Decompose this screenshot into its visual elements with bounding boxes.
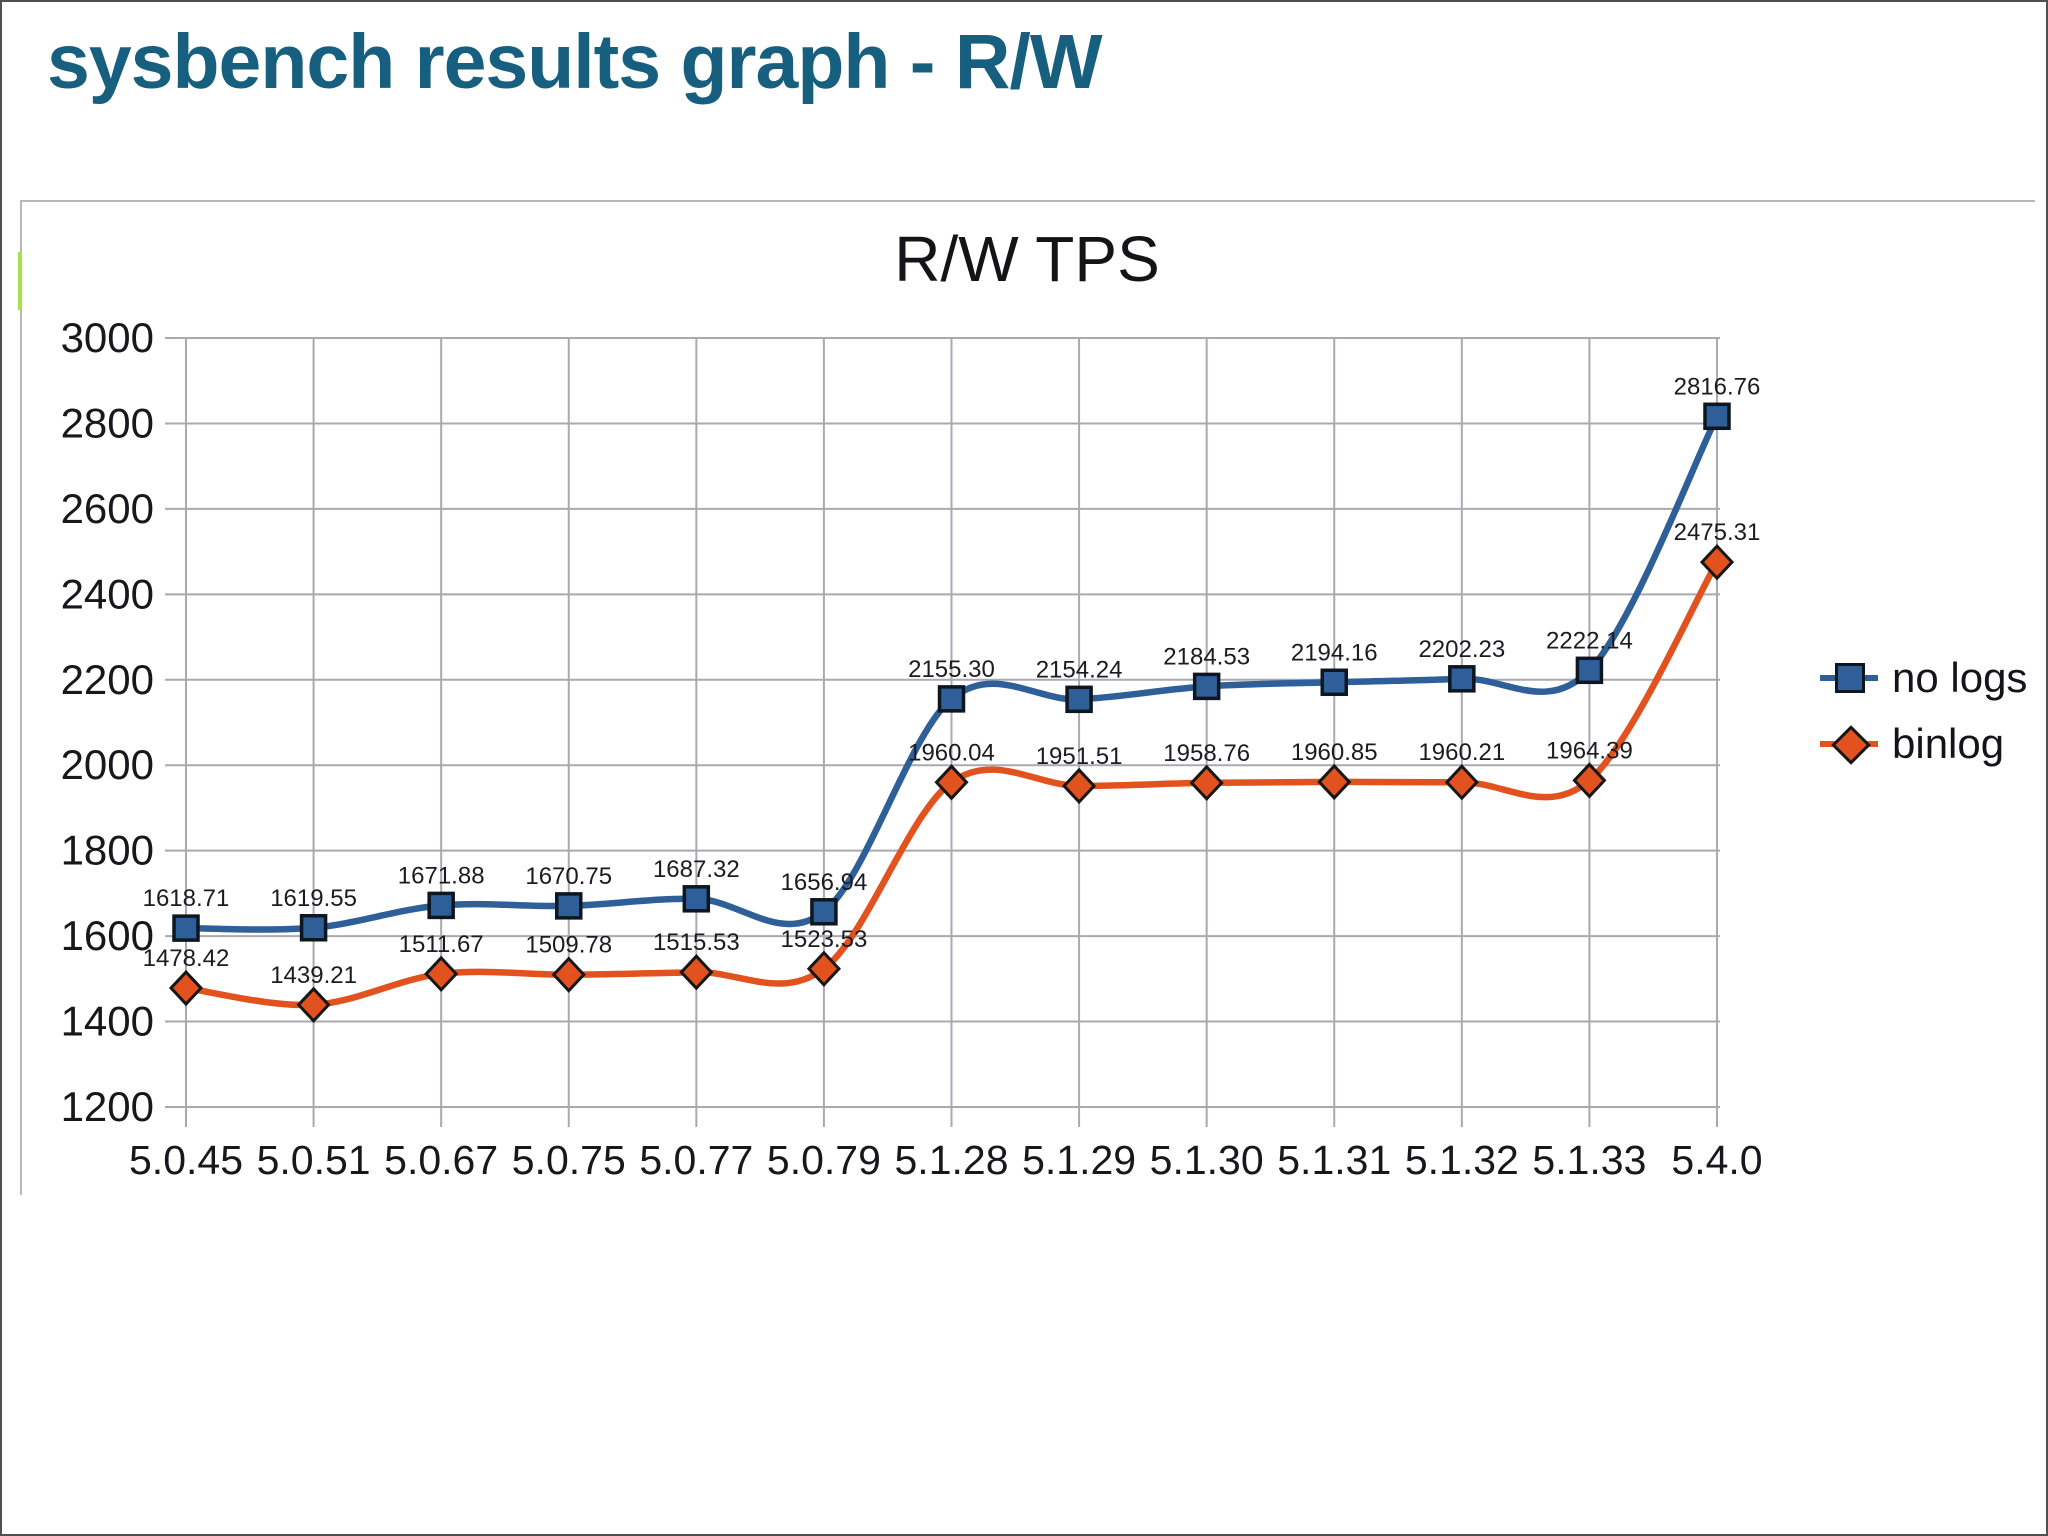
data-label: 1478.42: [143, 945, 230, 972]
diamond-marker: [1699, 543, 1735, 581]
square-marker: [1448, 665, 1476, 693]
square-marker: [682, 885, 711, 913]
x-tick-label: 5.0.51: [257, 1137, 371, 1183]
page-title: sysbench results graph - R/W: [47, 19, 1103, 105]
data-label: 1960.04: [908, 739, 995, 766]
data-label: 1670.75: [525, 863, 612, 890]
diamond-marker: [1317, 763, 1352, 801]
y-tick-label: 2800: [61, 399, 154, 446]
diamond-marker: [679, 954, 714, 991]
data-label: 1671.88: [398, 862, 485, 889]
legend-item-no-logs: no logs: [1820, 652, 2027, 704]
gridlines: [165, 337, 1720, 1127]
x-tick-label: 5.4.0: [1671, 1137, 1762, 1183]
data-label: 1687.32: [653, 856, 740, 883]
data-label: 1960.85: [1291, 739, 1378, 766]
chart-title: R/W TPS: [894, 223, 1160, 295]
data-label: 2155.30: [908, 656, 995, 683]
y-tick-label: 1200: [61, 1083, 154, 1130]
data-label: 1960.21: [1418, 739, 1505, 766]
y-tick-label: 1400: [61, 998, 154, 1045]
diamond-marker: [296, 986, 331, 1023]
x-tick-label: 5.0.67: [384, 1137, 498, 1183]
legend: no logs binlog: [1820, 652, 2027, 770]
diamond-marker: [424, 955, 459, 993]
data-label: 1509.78: [525, 932, 612, 959]
y-tick-label: 2000: [61, 741, 154, 788]
x-tick-label: 5.0.79: [767, 1137, 881, 1183]
diamond-marker: [1444, 764, 1479, 801]
square-marker: [810, 898, 838, 926]
y-tick-label: 1600: [61, 912, 154, 959]
legend-label-no-logs: no logs: [1892, 654, 2028, 701]
data-label: 2154.24: [1036, 656, 1123, 683]
diamond-marker: [806, 950, 841, 987]
square-marker: [427, 891, 455, 920]
data-label: 1439.21: [270, 962, 357, 989]
y-tick-label: 1800: [61, 827, 154, 874]
diamond-marker: [934, 764, 969, 801]
diamond-marker: [1062, 767, 1097, 805]
square-marker: [1575, 656, 1604, 685]
x-tick-label: 5.0.75: [512, 1137, 626, 1183]
y-tick-label: 2400: [61, 570, 154, 617]
data-label: 1958.76: [1163, 740, 1250, 767]
data-label: 2202.23: [1418, 636, 1505, 663]
square-marker: [1192, 672, 1221, 701]
square-marker: [1320, 668, 1348, 697]
data-label: 2475.31: [1674, 519, 1761, 546]
data-label: 1619.55: [270, 885, 357, 912]
square-marker: [1703, 402, 1731, 431]
y-tick-label: 2200: [61, 656, 154, 703]
data-label: 1515.53: [653, 929, 740, 956]
chart-panel: [20, 200, 2035, 1195]
square-marker: [555, 892, 583, 920]
data-label: 1523.53: [781, 926, 868, 953]
x-tick-label: 5.1.33: [1532, 1137, 1646, 1183]
square-marker: [937, 685, 966, 713]
diamond-marker: [551, 956, 586, 993]
diamond-marker: [1189, 764, 1224, 802]
data-labels: 1618.71 1619.55 1671.88 1670.75 1687.32 1656.…: [143, 373, 1761, 989]
square-marker: [172, 914, 200, 942]
diamond-marker: [1572, 762, 1607, 799]
data-label: 2816.76: [1674, 373, 1761, 400]
no-logs-square-marker-icon: [1820, 652, 1878, 704]
data-label: 1656.94: [781, 869, 868, 896]
x-tick-label: 5.0.77: [639, 1137, 753, 1183]
data-label: 1618.71: [143, 885, 230, 912]
x-tick-label: 5.1.29: [1022, 1137, 1136, 1183]
data-label: 1511.67: [399, 931, 484, 958]
data-label: 2194.16: [1291, 639, 1378, 666]
data-label: 2184.53: [1163, 643, 1250, 670]
legend-item-binlog: binlog: [1820, 718, 2027, 770]
square-marker: [1065, 685, 1093, 714]
x-tick-label: 5.0.45: [129, 1137, 243, 1183]
legend-label-binlog: binlog: [1892, 720, 2005, 767]
data-label: 1964.39: [1546, 737, 1633, 764]
data-label: 2222.14: [1546, 627, 1633, 654]
left-border-accent: [18, 252, 22, 310]
series-markers: [168, 402, 1735, 1023]
square-marker: [299, 914, 328, 942]
binlog-diamond-marker-icon: [1820, 718, 1878, 770]
x-tick-label: 5.1.28: [895, 1137, 1009, 1183]
diamond-marker: [168, 969, 204, 1007]
data-label: 1951.51: [1036, 743, 1123, 770]
x-tick-label: 5.1.32: [1405, 1137, 1519, 1183]
x-tick-label: 5.1.30: [1150, 1137, 1264, 1183]
y-tick-label: 2600: [61, 485, 154, 532]
x-tick-label: 5.1.31: [1277, 1137, 1391, 1183]
y-tick-label: 3000: [61, 314, 154, 361]
axis-labels: 3000 2800 2600 2400 2200 2000 1800 1600 1400 1200…: [61, 314, 1763, 1183]
